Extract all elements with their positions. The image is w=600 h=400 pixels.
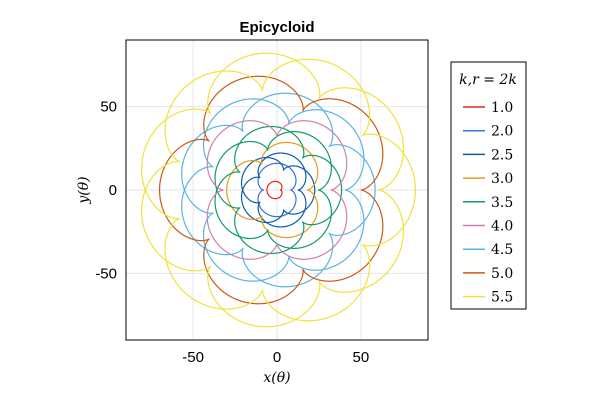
x-tick-label: -50 [182, 349, 204, 366]
series-line-4.0 [206, 120, 348, 260]
legend-label-5.5: 5.5 [491, 290, 513, 306]
legend-label-1.0: 1.0 [491, 100, 513, 116]
legend-label-3.0: 3.0 [491, 171, 513, 187]
y-tick-labels: -50 0 50 [95, 99, 117, 283]
legend-label-4.0: 4.0 [491, 219, 513, 235]
y-tick-label: -50 [95, 265, 117, 282]
y-tick-label: 50 [100, 99, 117, 116]
x-tick-label: 0 [273, 349, 281, 366]
plot-frame [125, 39, 429, 341]
x-tick-label: 50 [353, 349, 370, 366]
x-axis-label: x(θ) [263, 370, 290, 386]
legend-label-4.5: 4.5 [491, 242, 513, 258]
series-line-5.5 [141, 52, 417, 328]
series-line-2.5 [240, 152, 316, 228]
x-tick-labels: -50 0 50 [182, 349, 369, 366]
legend-label-2.0: 2.0 [491, 124, 513, 140]
chart-title: Epicycloid [239, 19, 314, 36]
legend-items: 1.0 2.0 2.5 3.0 3.5 4.0 4.5 5.0 5.5 [463, 100, 513, 306]
series-line-2.0 [257, 162, 297, 218]
curves [141, 52, 417, 328]
y-tick-label: 0 [109, 182, 117, 199]
legend-title: k,r = 2k [459, 72, 517, 88]
series-line-3.0 [226, 141, 319, 239]
legend-box [450, 61, 527, 310]
legend-label-3.5: 3.5 [491, 195, 513, 211]
legend: k,r = 2k 1.0 2.0 2.5 3.0 3.5 4.0 4.5 5.0 5.5 [450, 61, 527, 310]
legend-label-2.5: 2.5 [491, 147, 513, 163]
y-axis-label: y(θ) [76, 176, 92, 204]
series-line-1.0 [266, 180, 283, 200]
legend-label-5.0: 5.0 [491, 266, 513, 282]
series-line-3.5 [214, 125, 343, 255]
series-line-5.0 [158, 75, 384, 305]
series-line-4.5 [181, 92, 376, 288]
